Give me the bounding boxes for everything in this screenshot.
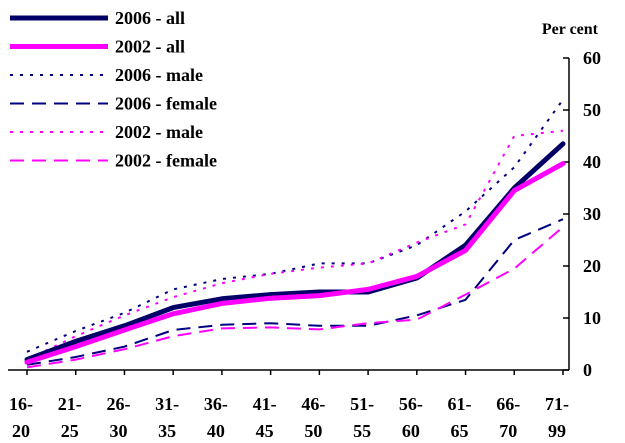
legend-label-2002-male: 2002 - male <box>115 122 203 142</box>
x-tick-label-bottom: 35 <box>158 421 176 441</box>
x-tick-label-top: 66- <box>496 394 520 414</box>
x-tick-label-bottom: 20 <box>12 421 30 441</box>
legend-label-2006-male: 2006 - male <box>115 65 203 85</box>
y-tick-label: 40 <box>583 152 601 172</box>
x-tick-label-top: 71- <box>545 394 569 414</box>
x-tick-label-top: 46- <box>301 394 325 414</box>
y-axis-unit-label: Per cent <box>542 21 599 38</box>
x-tick-label-bottom: 99 <box>548 421 566 441</box>
y-tick-label: 30 <box>583 204 601 224</box>
y-tick-label: 50 <box>583 100 601 120</box>
series-line-2002-all <box>24 161 566 365</box>
legend-label-2006-all: 2006 - all <box>115 8 185 28</box>
y-tick-label: 10 <box>583 308 601 328</box>
legend-label-2006-female: 2006 - female <box>115 94 217 114</box>
x-tick-label-bottom: 65 <box>451 421 469 441</box>
x-tick-label-bottom: 60 <box>402 421 420 441</box>
x-tick-label-bottom: 45 <box>256 421 274 441</box>
x-tick-label-top: 41- <box>253 394 277 414</box>
x-tick-label-bottom: 30 <box>109 421 127 441</box>
series-line-2002-female <box>26 226 564 369</box>
x-tick-label-bottom: 70 <box>499 421 517 441</box>
x-tick-label-top: 26- <box>106 394 130 414</box>
series-line-2006-female <box>26 218 564 366</box>
y-tick-label: 60 <box>583 48 601 68</box>
x-tick-label-top: 31- <box>155 394 179 414</box>
x-tick-label-top: 16- <box>9 394 33 414</box>
x-tick-label-bottom: 25 <box>61 421 79 441</box>
series-line-2006-all <box>24 141 566 363</box>
x-tick-label-top: 36- <box>204 394 228 414</box>
legend-label-2002-all: 2002 - all <box>115 37 185 57</box>
x-tick-label-top: 61- <box>448 394 472 414</box>
y-tick-label: 0 <box>583 360 592 380</box>
x-tick-label-top: 56- <box>399 394 423 414</box>
x-tick-label-bottom: 50 <box>304 421 322 441</box>
x-tick-label-top: 21- <box>58 394 82 414</box>
x-tick-label-bottom: 40 <box>207 421 225 441</box>
y-tick-label: 20 <box>583 256 601 276</box>
x-tick-label-top: 51- <box>350 394 374 414</box>
series-line-2006-male <box>26 99 564 353</box>
legend-label-2002-female: 2002 - female <box>115 151 217 171</box>
x-tick-label-bottom: 55 <box>353 421 371 441</box>
